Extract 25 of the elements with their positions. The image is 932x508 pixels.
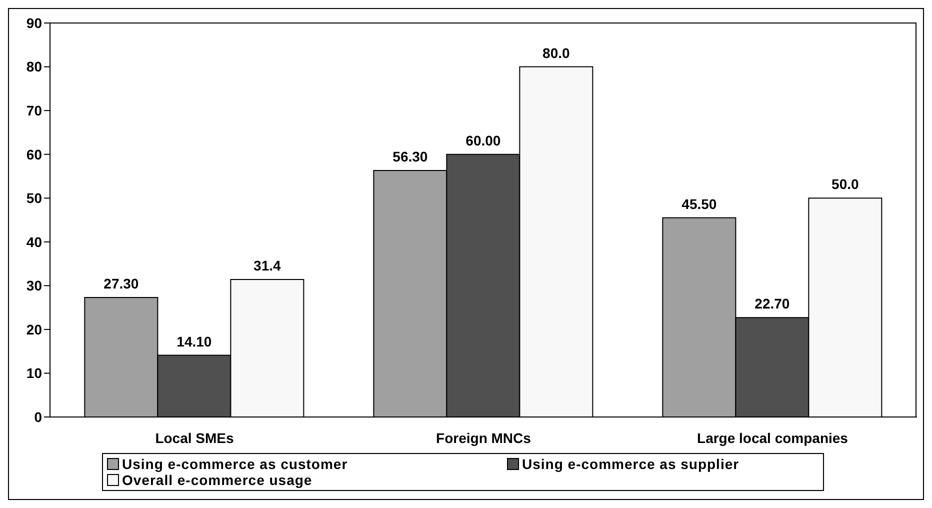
data-label: 50.0 bbox=[832, 176, 860, 192]
y-tick-label: 70 bbox=[26, 102, 42, 119]
data-label: 27.30 bbox=[104, 275, 139, 292]
data-label: 31.4 bbox=[254, 258, 282, 274]
y-tick-label: 50 bbox=[26, 190, 42, 206]
y-tick-label: 90 bbox=[26, 14, 42, 31]
data-label: 45.50 bbox=[682, 196, 717, 212]
x-tick-label: Large local companies bbox=[697, 430, 848, 446]
y-tick-label: 60 bbox=[26, 146, 42, 162]
legend-label: Overall e-commerce usage bbox=[122, 472, 312, 488]
x-tick-label: Foreign MNCs bbox=[436, 430, 532, 446]
y-tick-label: 10 bbox=[26, 365, 42, 382]
y-tick-label: 20 bbox=[26, 321, 42, 338]
legend-label: Using e-commerce as supplier bbox=[522, 456, 740, 472]
data-label: 22.70 bbox=[754, 296, 790, 312]
legend-label: Using e-commerce as customer bbox=[122, 456, 348, 472]
data-label: 60.00 bbox=[466, 132, 501, 148]
data-label: 56.30 bbox=[392, 148, 428, 165]
y-tick-label: 40 bbox=[26, 234, 42, 250]
data-label: 14.10 bbox=[176, 333, 212, 350]
y-tick-label: 80 bbox=[26, 58, 42, 75]
y-tick-label: 30 bbox=[26, 278, 42, 294]
data-label: 80.0 bbox=[542, 44, 570, 61]
x-tick-label: Local SMEs bbox=[155, 430, 234, 446]
y-tick-label: 0 bbox=[34, 408, 42, 425]
